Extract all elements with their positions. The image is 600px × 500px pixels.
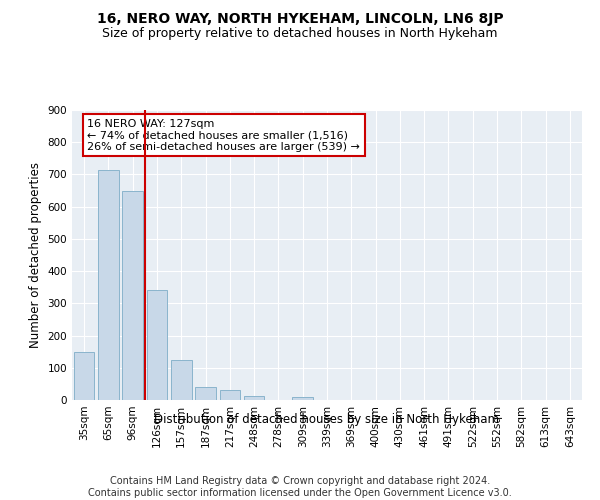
Bar [292,397,313,400]
Bar [220,390,240,400]
Y-axis label: Number of detached properties: Number of detached properties [29,162,42,348]
Bar [146,290,167,400]
Bar [74,352,94,400]
Bar [122,190,143,400]
Text: Distribution of detached houses by size in North Hykeham: Distribution of detached houses by size … [155,412,499,426]
Text: 16 NERO WAY: 127sqm
← 74% of detached houses are smaller (1,516)
26% of semi-det: 16 NERO WAY: 127sqm ← 74% of detached ho… [88,118,360,152]
Bar [98,170,119,400]
Bar [171,360,191,400]
Bar [244,396,265,400]
Text: Contains HM Land Registry data © Crown copyright and database right 2024.
Contai: Contains HM Land Registry data © Crown c… [88,476,512,498]
Text: 16, NERO WAY, NORTH HYKEHAM, LINCOLN, LN6 8JP: 16, NERO WAY, NORTH HYKEHAM, LINCOLN, LN… [97,12,503,26]
Text: Size of property relative to detached houses in North Hykeham: Size of property relative to detached ho… [102,28,498,40]
Bar [195,387,216,400]
